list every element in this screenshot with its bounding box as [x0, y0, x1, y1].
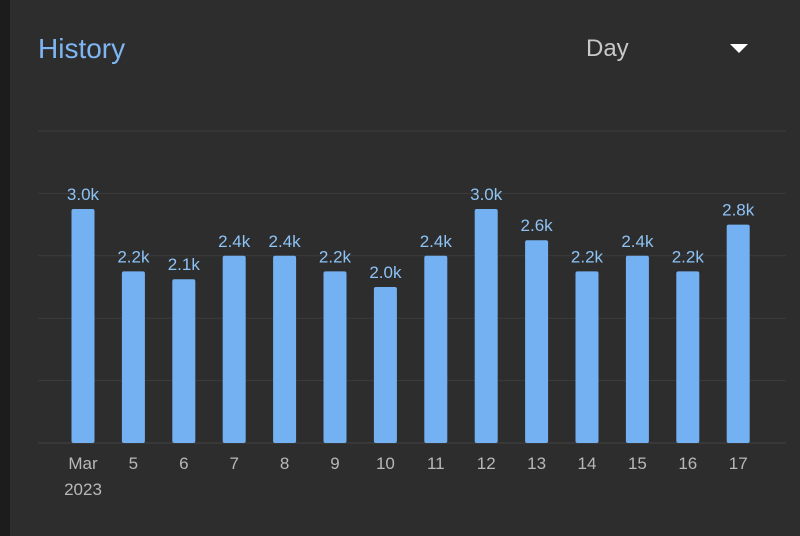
chevron-down-icon[interactable] — [730, 44, 748, 53]
bar-value-label: 2.4k — [269, 232, 302, 251]
bar-value-label: 2.2k — [571, 247, 604, 266]
x-tick-label: 11 — [427, 454, 445, 473]
x-tick-label: 14 — [578, 454, 597, 473]
bar[interactable] — [525, 240, 549, 443]
bar[interactable] — [726, 224, 750, 443]
x-tick-label: 17 — [729, 454, 748, 473]
bar-value-label: 2.0k — [369, 263, 402, 282]
x-tick-label: 13 — [527, 454, 546, 473]
bar-value-label: 2.8k — [722, 201, 755, 220]
bar-value-label: 2.2k — [117, 247, 150, 266]
x-tick-label: 5 — [129, 454, 138, 473]
bar[interactable] — [625, 255, 649, 443]
range-dropdown[interactable]: Day — [570, 30, 770, 68]
bar[interactable] — [273, 255, 297, 443]
x-tick-label: 16 — [678, 454, 697, 473]
bar-value-label: 2.2k — [319, 247, 352, 266]
chart-title: History — [38, 33, 126, 64]
x-tick-label: 6 — [179, 454, 188, 473]
bar-value-label: 3.0k — [470, 185, 503, 204]
x-tick-label: 7 — [229, 454, 238, 473]
bar-value-label: 2.4k — [420, 232, 453, 251]
bar[interactable] — [71, 209, 95, 443]
x-tick-label: 8 — [280, 454, 289, 473]
x-tick-label: 2023 — [64, 480, 102, 499]
bar[interactable] — [121, 271, 145, 443]
bar[interactable] — [676, 271, 700, 443]
bar[interactable] — [323, 271, 347, 443]
bar[interactable] — [575, 271, 599, 443]
bar-value-label: 2.1k — [168, 255, 201, 274]
bar-value-label: 2.6k — [521, 216, 554, 235]
bar-value-label: 3.0k — [67, 185, 100, 204]
x-tick-label: 15 — [628, 454, 647, 473]
bar[interactable] — [222, 255, 246, 443]
bar-value-label: 2.2k — [672, 247, 705, 266]
history-card: History Day — [10, 0, 800, 536]
x-tick-label: Mar — [68, 454, 98, 473]
bar-value-label: 2.4k — [621, 232, 654, 251]
bar[interactable] — [172, 279, 196, 443]
bar-value-label: 2.4k — [218, 232, 251, 251]
bar[interactable] — [424, 255, 448, 443]
bar[interactable] — [373, 287, 397, 443]
bar[interactable] — [474, 209, 498, 443]
x-tick-label: 12 — [477, 454, 496, 473]
x-tick-label: 9 — [330, 454, 339, 473]
range-dropdown-label: Day — [586, 35, 629, 62]
x-tick-label: 10 — [376, 454, 395, 473]
